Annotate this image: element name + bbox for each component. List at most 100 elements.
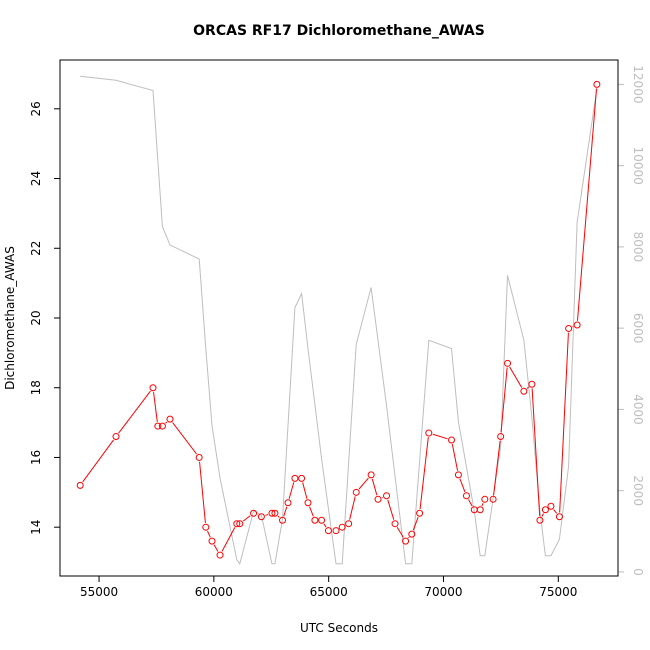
primary-data-point (112, 433, 120, 441)
primary-series-segment (221, 527, 236, 552)
primary-series-segment (288, 482, 295, 499)
y2-tick-label: 4000 (631, 394, 645, 425)
primary-data-point (250, 509, 258, 517)
primary-data-point (216, 551, 224, 559)
primary-data-point (367, 471, 375, 479)
y2-tick-label: 2000 (631, 475, 645, 506)
primary-data-point (536, 516, 544, 524)
primary-series-segment (242, 515, 251, 522)
primary-data-point (374, 495, 382, 503)
primary-data-point (284, 499, 292, 507)
primary-data-point (268, 509, 276, 517)
primary-data-point (166, 415, 174, 423)
y-tick-label: 22 (29, 241, 43, 256)
y2-tick-label: 10000 (631, 147, 645, 185)
y-tick-label: 14 (29, 520, 43, 535)
primary-data-point (236, 520, 244, 528)
primary-series-segment (207, 530, 211, 538)
primary-data-point (528, 380, 536, 388)
primary-series-segment (468, 499, 473, 507)
primary-data-point (257, 513, 265, 521)
primary-data-point (541, 506, 549, 514)
x-tick-label: 60000 (195, 585, 233, 599)
y2-tick-label: 0 (631, 568, 645, 576)
primary-data-point (504, 359, 512, 367)
primary-series-segment (481, 502, 484, 507)
primary-series-segment (302, 482, 308, 499)
primary-series-segment (387, 499, 395, 520)
primary-series-segment (349, 496, 356, 520)
primary-data-point (318, 516, 326, 524)
primary-series-segment (118, 390, 151, 434)
secondary-series-layer (80, 75, 598, 565)
primary-data-point (462, 492, 470, 500)
primary-series-segment (165, 421, 168, 424)
x-tick-label: 55000 (80, 585, 118, 599)
primary-data-point (425, 429, 433, 437)
secondary-series-line (80, 75, 598, 565)
primary-series-segment (419, 437, 429, 510)
primary-data-point (202, 523, 210, 531)
primary-data-point (448, 436, 456, 444)
x-tick-label: 70000 (424, 585, 462, 599)
primary-series-segment (531, 388, 541, 517)
primary-data-point (149, 384, 157, 392)
y-tick-label: 26 (29, 101, 43, 116)
y-tick-label: 16 (29, 450, 43, 465)
primary-data-point (298, 474, 306, 482)
primary-data-point (593, 80, 601, 88)
primary-data-point (352, 488, 360, 496)
primary-series-segment (371, 478, 378, 496)
primary-data-point (547, 502, 555, 510)
primary-data-point (391, 520, 399, 528)
primary-data-point (76, 481, 84, 489)
x-tick-label: 75000 (539, 585, 577, 599)
y2-tick-label: 6000 (631, 313, 645, 344)
y2-tick-label: 12000 (631, 65, 645, 103)
primary-data-point (304, 499, 312, 507)
primary-data-point (279, 516, 287, 524)
primary-series-segment (553, 509, 558, 514)
x-axis-label: UTC Seconds (300, 621, 378, 635)
plot-frame (59, 59, 619, 577)
primary-series-segment (500, 367, 508, 433)
chart-title: ORCAS RF17 Dichloromethane_AWAS (193, 23, 485, 39)
primary-series-segment (451, 444, 459, 471)
primary-series-segment (541, 513, 544, 517)
primary-series-segment (199, 461, 206, 524)
primary-data-point (332, 527, 340, 535)
primary-data-point (481, 495, 489, 503)
primary-data-point (408, 530, 416, 538)
primary-data-point (233, 520, 241, 528)
axes-layer: 55000 60000 65000 70000 75000 14 16 18 20 22 24 26 0… (29, 65, 645, 599)
primary-data-point (497, 433, 505, 441)
primary-series-segment (509, 366, 523, 388)
primary-series-segment (82, 439, 114, 483)
primary-series-segment (412, 517, 419, 531)
primary-data-point (416, 509, 424, 517)
primary-data-point (402, 537, 410, 545)
primary-series-segment (283, 506, 288, 517)
primary-data-point (489, 495, 497, 503)
primary-data-point (208, 537, 216, 545)
primary-data-point (345, 520, 353, 528)
primary-series-segment (493, 440, 501, 496)
primary-series-segment (396, 527, 404, 538)
primary-series-segment (358, 477, 369, 490)
primary-series-segment (213, 544, 219, 552)
primary-series-segment (153, 391, 158, 422)
primary-data-point (291, 474, 299, 482)
primary-series-segment (265, 514, 269, 516)
primary-data-point (324, 527, 332, 535)
primary-series-layer (76, 80, 601, 559)
primary-data-point (555, 513, 563, 521)
primary-data-point (573, 321, 581, 329)
primary-data-point (338, 523, 346, 531)
y-tick-label: 24 (29, 171, 43, 186)
primary-data-point (271, 509, 279, 517)
primary-series-segment (309, 506, 314, 517)
primary-series-segment (576, 88, 598, 321)
primary-series-segment (172, 422, 198, 455)
primary-data-point (454, 471, 462, 479)
